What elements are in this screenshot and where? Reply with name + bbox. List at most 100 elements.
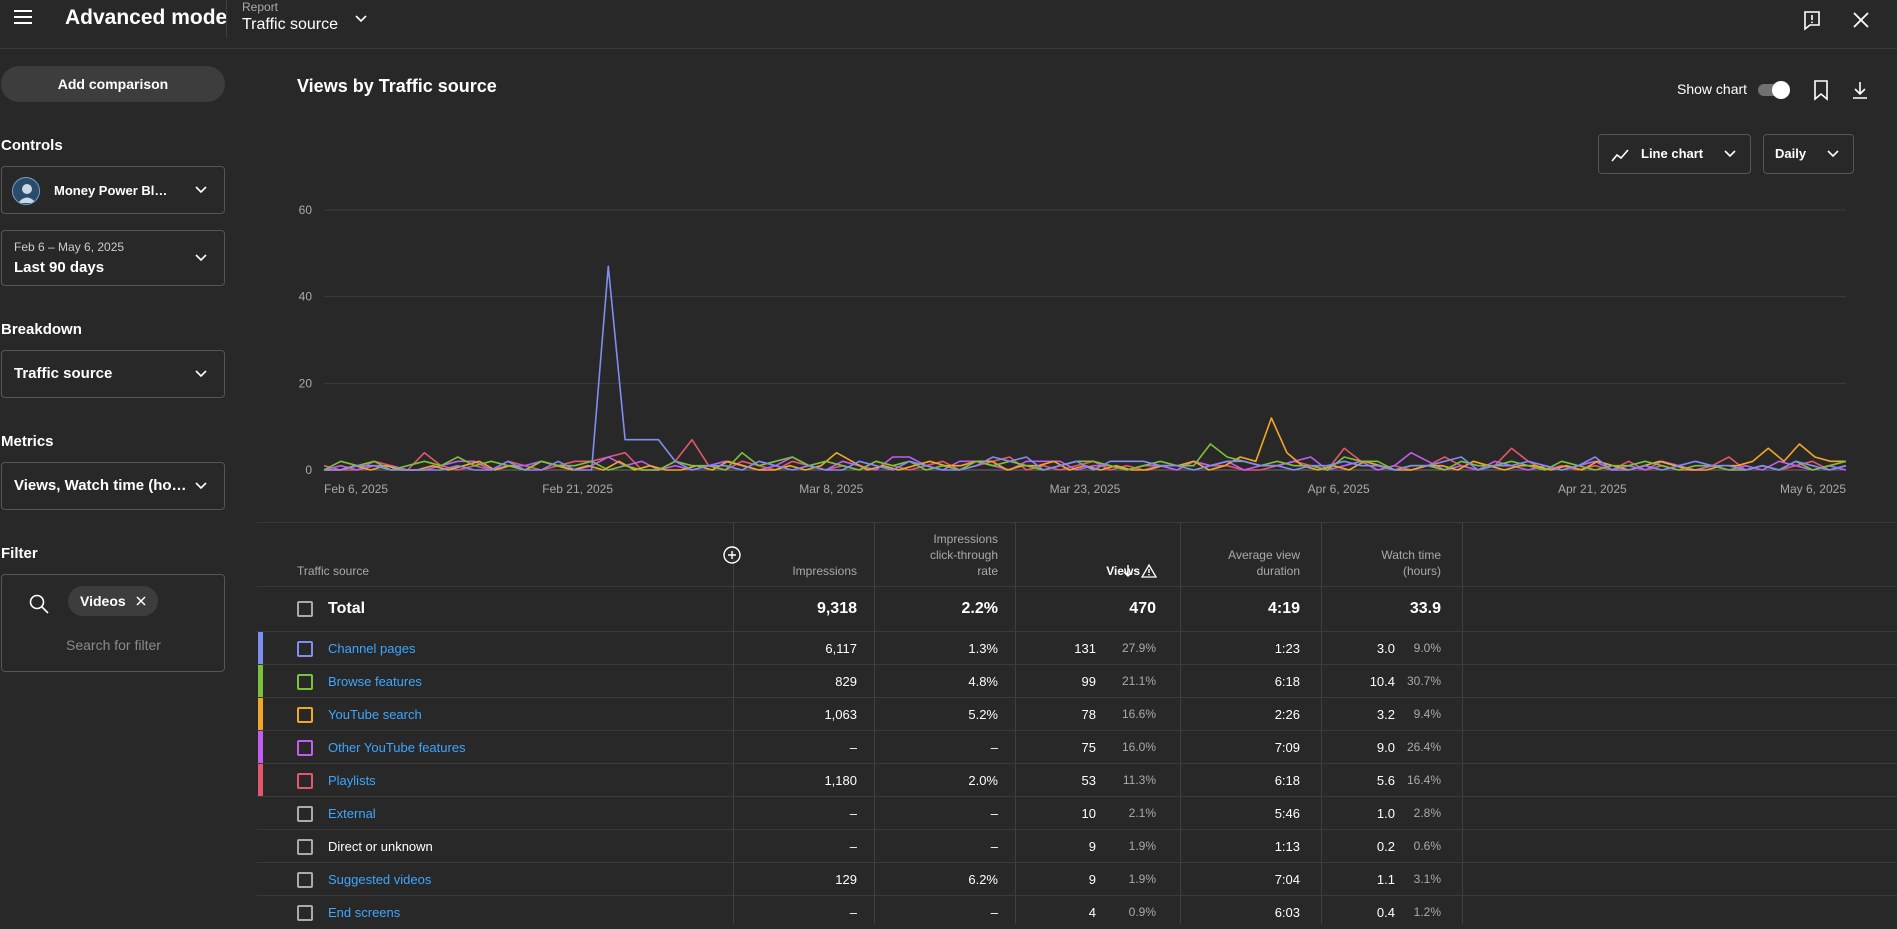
- header-impressions[interactable]: Impressions: [792, 564, 857, 578]
- divider: [226, 0, 227, 38]
- sort-descending-icon[interactable]: [1121, 563, 1135, 579]
- impressions-cell: 129: [835, 872, 857, 887]
- filter-search-input[interactable]: [66, 633, 216, 657]
- watch-time-percent-cell: 2.8%: [1413, 806, 1441, 820]
- header-watch-line: Watch time: [1381, 548, 1441, 562]
- warning-icon[interactable]: [1141, 563, 1157, 579]
- watch-time-cell: 1.1: [1376, 872, 1395, 887]
- impressions-cell: 829: [835, 674, 857, 689]
- bookmark-icon[interactable]: [1811, 79, 1831, 101]
- series-color-bar: [258, 863, 263, 896]
- channel-name: Money Power Blue…: [54, 183, 174, 198]
- row-checkbox[interactable]: [297, 674, 313, 690]
- views-percent-cell: 0.9%: [1128, 905, 1156, 919]
- download-icon[interactable]: [1850, 79, 1870, 101]
- series-color-bar: [258, 731, 263, 764]
- feedback-icon[interactable]: [1801, 9, 1823, 31]
- channel-selector[interactable]: Money Power Blue…: [1, 166, 225, 214]
- header-ctr[interactable]: Impressions click-through rate: [895, 531, 998, 579]
- chevron-down-icon[interactable]: [352, 10, 370, 28]
- date-preset: Last 90 days: [14, 259, 105, 276]
- impressions-cell: –: [849, 806, 857, 821]
- chevron-down-icon: [1724, 150, 1736, 158]
- header-traffic-source[interactable]: Traffic source: [297, 564, 370, 578]
- series-color-bar: [258, 797, 263, 830]
- breakdown-selector[interactable]: Traffic source: [1, 350, 225, 398]
- avg-view-duration-cell: 7:04: [1274, 872, 1300, 887]
- hamburger-menu-icon[interactable]: [12, 6, 34, 28]
- date-range-selector[interactable]: Feb 6 – May 6, 2025 Last 90 days: [1, 230, 225, 286]
- header-views[interactable]: Views: [1047, 563, 1140, 579]
- total-checkbox[interactable]: [297, 601, 313, 617]
- impressions-cell: 6,117: [825, 641, 857, 656]
- series-color-bar: [258, 830, 263, 863]
- series-color-bar: [258, 698, 263, 731]
- row-checkbox[interactable]: [297, 839, 313, 855]
- y-tick-label: 0: [305, 463, 312, 477]
- traffic-source-name[interactable]: Browse features: [328, 674, 422, 689]
- row-checkbox[interactable]: [297, 641, 313, 657]
- views-cell: 75: [1081, 740, 1096, 755]
- total-avg-view-duration: 4:19: [1267, 600, 1300, 617]
- impressions-cell: –: [849, 905, 857, 920]
- row-checkbox[interactable]: [297, 773, 313, 789]
- traffic-source-name[interactable]: External: [328, 806, 376, 821]
- avg-view-duration-cell: 7:09: [1274, 740, 1300, 755]
- ctr-cell: 2.0%: [968, 773, 998, 788]
- filter-heading: Filter: [1, 545, 38, 562]
- filter-chip-videos[interactable]: Videos: [68, 586, 158, 616]
- x-tick-label: Feb 21, 2025: [542, 482, 613, 496]
- series-line[interactable]: [324, 265, 1847, 471]
- row-checkbox[interactable]: [297, 806, 313, 822]
- traffic-source-name[interactable]: Playlists: [328, 773, 376, 788]
- controls-heading: Controls: [1, 137, 63, 154]
- row-checkbox[interactable]: [297, 707, 313, 723]
- series-line[interactable]: [323, 443, 1847, 471]
- traffic-source-name[interactable]: Suggested videos: [328, 872, 432, 887]
- traffic-source-name[interactable]: End screens: [328, 905, 401, 920]
- table-row: End screens – – 4 0.9% 6:03 0.4 1.2%: [257, 895, 1897, 928]
- views-percent-cell: 16.0%: [1121, 740, 1156, 754]
- views-percent-cell: 27.9%: [1121, 641, 1156, 655]
- close-icon[interactable]: [1850, 9, 1872, 31]
- header-avg-view-duration[interactable]: Average view duration: [1197, 547, 1300, 579]
- add-comparison-button[interactable]: Add comparison: [1, 66, 225, 102]
- views-cell: 9: [1088, 839, 1096, 854]
- traffic-source-name[interactable]: Channel pages: [328, 641, 416, 656]
- chevron-down-icon: [195, 254, 207, 262]
- views-percent-cell: 11.3%: [1122, 773, 1156, 787]
- ctr-cell: –: [990, 740, 998, 755]
- chart-title: Views by Traffic source: [297, 76, 497, 96]
- avg-view-duration-cell: 2:26: [1274, 707, 1300, 722]
- show-chart-toggle[interactable]: [1756, 80, 1792, 100]
- traffic-source-name[interactable]: Other YouTube features: [328, 740, 466, 755]
- chart-type-dropdown[interactable]: Line chart: [1598, 134, 1751, 174]
- add-column-icon[interactable]: [723, 546, 741, 564]
- ctr-cell: 4.8%: [968, 674, 998, 689]
- metrics-selector[interactable]: Views, Watch time (ho…: [1, 462, 225, 510]
- avg-view-duration-cell: 6:18: [1274, 674, 1300, 689]
- row-checkbox[interactable]: [297, 740, 313, 756]
- search-icon: [29, 594, 49, 614]
- report-selector[interactable]: Traffic source: [242, 16, 339, 33]
- table-row: YouTube search 1,063 5.2% 78 16.6% 2:26 3.2 9.4…: [257, 697, 1897, 731]
- series-line[interactable]: [323, 438, 1847, 471]
- close-icon[interactable]: [134, 594, 148, 608]
- interval-dropdown[interactable]: Daily: [1763, 134, 1854, 174]
- series-line[interactable]: [324, 417, 1846, 471]
- table-row: Playlists 1,180 2.0% 53 11.3% 6:18 5.6 16.4%: [257, 763, 1897, 797]
- watch-time-percent-cell: 9.4%: [1413, 707, 1441, 721]
- watch-time-cell: 10.4: [1369, 674, 1395, 689]
- total-watch-time: 33.9: [1409, 600, 1441, 617]
- impressions-cell: –: [849, 740, 857, 755]
- row-checkbox[interactable]: [297, 905, 313, 921]
- row-checkbox[interactable]: [297, 872, 313, 888]
- views-cell: 99: [1081, 674, 1096, 689]
- x-tick-label: May 6, 2025: [1780, 482, 1846, 496]
- series-color-bar: [258, 896, 263, 929]
- traffic-source-name[interactable]: YouTube search: [328, 707, 422, 722]
- ctr-cell: 5.2%: [968, 707, 998, 722]
- views-cell: 78: [1081, 707, 1096, 722]
- metrics-value: Views, Watch time (ho…: [14, 477, 187, 494]
- header-watch-time[interactable]: Watch time (hours): [1338, 547, 1441, 579]
